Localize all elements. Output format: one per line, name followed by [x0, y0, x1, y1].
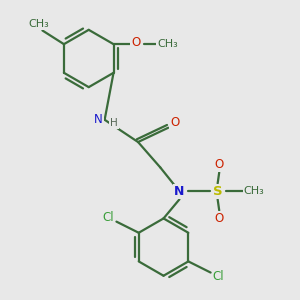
Text: O: O: [170, 116, 179, 129]
Text: H: H: [110, 118, 118, 128]
Text: O: O: [214, 158, 224, 171]
Text: Cl: Cl: [103, 211, 114, 224]
Text: O: O: [131, 36, 140, 49]
Text: CH₃: CH₃: [157, 39, 178, 49]
Text: O: O: [214, 212, 224, 225]
Text: Cl: Cl: [213, 270, 224, 283]
Text: N: N: [174, 185, 184, 198]
Text: S: S: [213, 185, 223, 198]
Text: CH₃: CH₃: [244, 186, 265, 197]
Text: CH₃: CH₃: [28, 19, 49, 29]
Text: N: N: [94, 113, 103, 126]
